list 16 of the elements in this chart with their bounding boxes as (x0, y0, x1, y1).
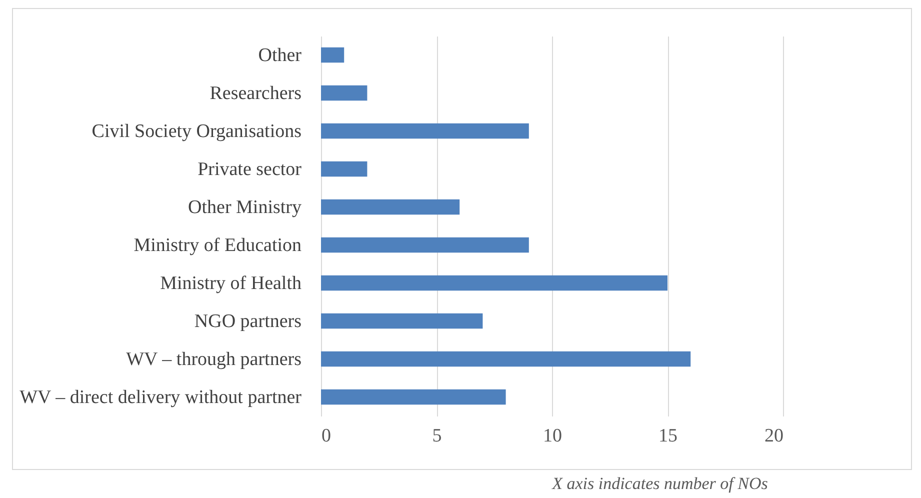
y-tick-label: Civil Society Organisations (92, 121, 302, 142)
y-tick-label: Other (258, 45, 302, 66)
x-tick-label: 5 (432, 426, 442, 446)
x-tick-label: 20 (764, 426, 784, 446)
y-tick-label: Ministry of Education (134, 235, 302, 256)
y-tick-label: WV – through partners (126, 349, 302, 370)
y-tick-label: Private sector (198, 159, 302, 180)
y-tick-label: NGO partners (194, 311, 302, 332)
x-tick-label: 10 (543, 426, 562, 446)
text: X axis indicates number of NOs (550, 474, 769, 494)
x-tick-label: 0 (322, 426, 331, 446)
y-tick-label: Other Ministry (188, 197, 302, 218)
x-tick-label: 15 (658, 426, 678, 446)
y-tick-label: WV – direct delivery without partner (20, 387, 302, 408)
y-tick-label: Researchers (210, 83, 302, 104)
y-tick-label: Ministry of Health (160, 273, 302, 294)
